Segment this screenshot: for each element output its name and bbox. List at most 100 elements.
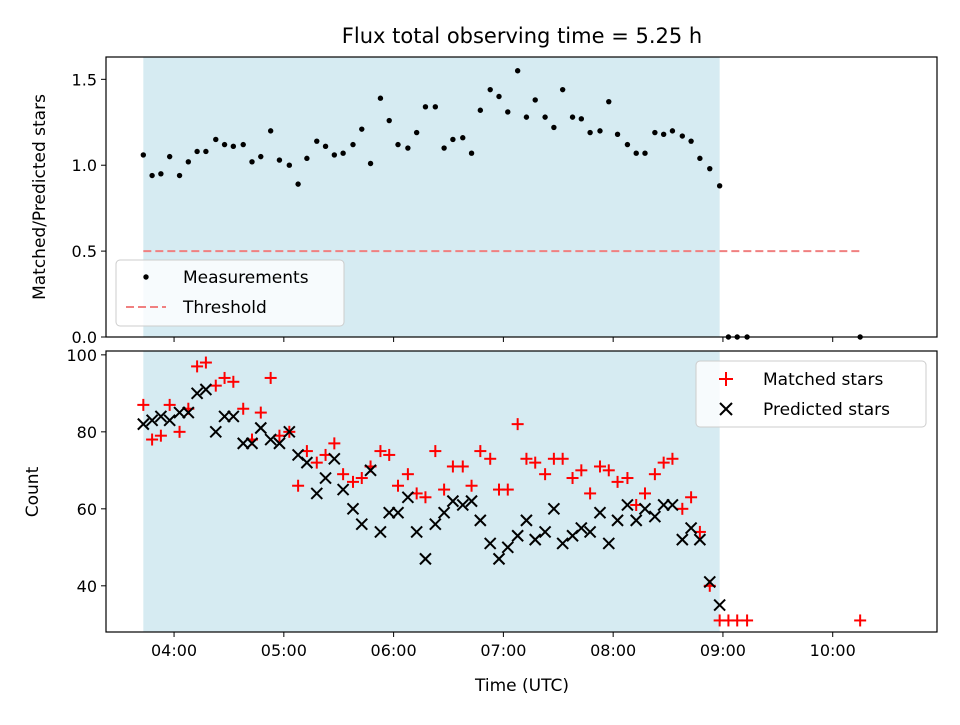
measurement-point [642, 150, 648, 156]
matched-star-point [146, 433, 159, 446]
y-tick-label: 80 [77, 423, 97, 442]
measurement-point [652, 129, 658, 136]
matched-star-point [438, 483, 451, 496]
measurement-point [249, 159, 255, 165]
legend-predicted-marker [719, 402, 733, 416]
measurement-point [295, 181, 301, 187]
predicted-star-point [254, 421, 267, 435]
measurement-point [203, 148, 209, 155]
predicted-star-point [391, 506, 405, 519]
predicted-star-point [465, 494, 478, 508]
matched-star-point [237, 402, 250, 415]
legend-predicted-label: Predicted stars [763, 400, 890, 420]
matched-star-point [254, 406, 267, 419]
x-tick-label: 04:00 [151, 641, 197, 660]
y-tick-label: 1.5 [72, 70, 97, 89]
predicted-star-point [310, 487, 323, 500]
predicted-star-point [648, 510, 662, 523]
matched-star-point [854, 614, 867, 627]
predicted-star-point [145, 414, 159, 427]
predicted-star-point [163, 414, 176, 427]
measurement-point [716, 183, 723, 189]
matched-star-point [337, 468, 350, 481]
measurement-point [624, 141, 631, 148]
matched-star-point [310, 456, 323, 469]
measurement-point [158, 171, 164, 177]
predicted-star-point [638, 502, 652, 516]
matched-star-point [593, 460, 606, 473]
measurement-point [450, 136, 456, 143]
measurement-point [614, 131, 621, 138]
y-tick-label: 0.5 [72, 242, 97, 261]
measurement-point [559, 86, 566, 93]
matched-star-point [374, 445, 387, 458]
predicted-star-point [336, 483, 350, 496]
matched-star-point [173, 425, 186, 438]
predicted-star-point [319, 471, 332, 485]
measurement-point [441, 145, 447, 151]
matched-star-point [163, 398, 176, 411]
predicted-star-point [446, 494, 460, 508]
y-tick-label: 40 [77, 577, 97, 596]
predicted-star-point [511, 529, 524, 542]
measurement-point [331, 152, 338, 158]
measurement-point [551, 124, 557, 131]
measurement-point [367, 160, 374, 167]
predicted-star-point [501, 541, 514, 554]
matched-star-point [392, 479, 405, 492]
matched-star-point [484, 452, 497, 465]
matched-star-point [657, 456, 670, 469]
predicted-star-point [154, 410, 168, 423]
measurement-point [340, 150, 346, 156]
x-tick-label: 10:00 [810, 641, 856, 660]
x-tick-label: 06:00 [371, 641, 417, 660]
y-tick-label: 100 [66, 346, 97, 365]
matched-star-point [511, 418, 524, 431]
measurement-point [477, 107, 484, 113]
predicted-star-point [484, 537, 497, 550]
measurement-point [267, 128, 274, 134]
matched-star-point [209, 379, 222, 392]
predicted-star-point [190, 387, 204, 400]
matched-star-point [584, 487, 597, 500]
measurement-point [386, 117, 392, 124]
matched-star-point [575, 464, 588, 477]
predicted-star-point [237, 437, 250, 450]
measurement-point [322, 143, 329, 150]
measurement-point [166, 153, 173, 160]
measurement-point [460, 135, 466, 141]
measurement-point [140, 152, 147, 158]
predicted-star-point [456, 498, 469, 512]
bottom-ylabel: Count [23, 466, 43, 517]
measurement-point [286, 162, 293, 168]
matched-star-point [685, 491, 698, 504]
measurement-point [395, 141, 401, 148]
matched-star-point [227, 375, 240, 388]
predicted-star-point [713, 598, 726, 612]
matched-star-point [676, 502, 689, 515]
y-tick-label: 60 [77, 500, 97, 519]
matched-star-point [264, 371, 277, 384]
measurement-point [213, 136, 219, 143]
matched-star-point [383, 448, 396, 461]
legend-measurements-marker [143, 274, 149, 280]
measurement-point [496, 93, 502, 100]
predicted-star-point [218, 410, 231, 423]
predicted-star-point [666, 498, 679, 512]
top-legend: Measurements Threshold [115, 259, 345, 327]
measurement-point [523, 114, 530, 120]
y-tick-label: 1.0 [72, 156, 97, 175]
matched-star-point [465, 479, 478, 492]
matched-star-point [556, 452, 569, 465]
matched-star-point [666, 452, 679, 465]
predicted-star-point [703, 575, 716, 589]
measurement-point [542, 114, 548, 120]
predicted-star-point [529, 533, 542, 546]
matched-star-point [137, 398, 150, 411]
observing-span-bottom [143, 351, 720, 632]
predicted-star-point [611, 514, 624, 527]
measurement-point [230, 143, 237, 150]
measurement-point [221, 141, 228, 148]
predicted-star-point [137, 417, 150, 431]
